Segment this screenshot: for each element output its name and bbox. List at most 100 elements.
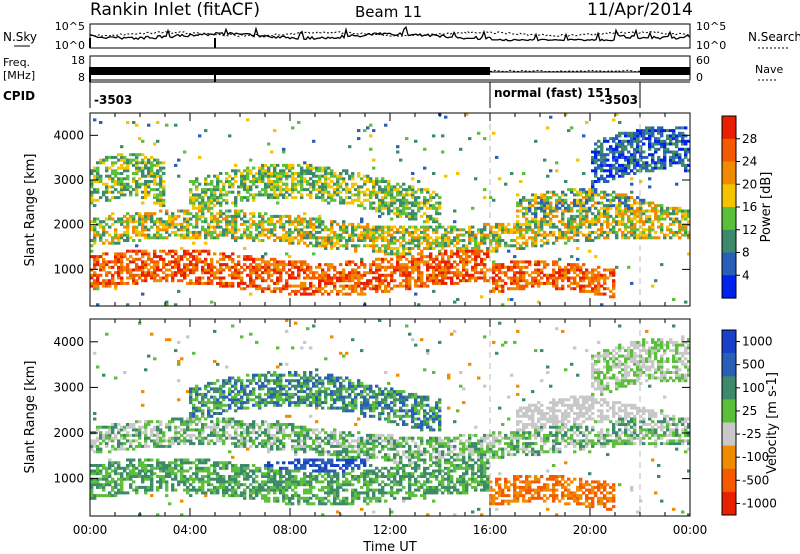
range-gate-cell [681, 212, 685, 216]
range-gate-cell [183, 439, 187, 443]
range-gate-cell [108, 464, 112, 467]
range-gate-cell [687, 169, 691, 173]
range-gate-cell [129, 153, 133, 157]
range-gate-cell [510, 276, 514, 280]
range-gate-cell [105, 483, 109, 487]
range-gate-cell [294, 185, 298, 189]
range-gate-cell [96, 273, 100, 277]
range-gate-cell [216, 271, 220, 275]
range-gate-cell [582, 271, 586, 275]
range-gate-cell [180, 428, 184, 432]
range-gate-cell [534, 233, 538, 237]
range-gate-cell [498, 239, 502, 242]
range-gate-cell [207, 196, 211, 200]
range-gate-cell [186, 236, 190, 240]
range-gate-cell [207, 209, 211, 213]
range-gate-cell [207, 198, 211, 202]
range-gate-cell [180, 439, 184, 443]
range-gate-cell [681, 126, 685, 130]
range-gate-cell [132, 153, 136, 157]
range-gate-cell [639, 169, 643, 173]
range-gate-cell [402, 206, 406, 210]
range-gate-cell [303, 230, 307, 234]
range-gate-cell [552, 206, 556, 210]
range-gate-cell [264, 172, 268, 175]
range-gate-cell [354, 273, 358, 277]
range-gate-cell [345, 239, 349, 242]
range-gate-cell [528, 228, 532, 232]
range-gate-cell [507, 249, 511, 253]
range-gate-cell [369, 268, 373, 272]
freq-label: Freq. [3, 56, 30, 69]
range-gate-cell [318, 225, 322, 229]
range-gate-cell [621, 233, 625, 237]
range-gate-cell [414, 292, 418, 296]
range-gate-cell [672, 217, 676, 221]
range-gate-cell [624, 236, 628, 240]
range-gate-cell [405, 271, 409, 275]
range-gate-cell [267, 174, 271, 178]
range-gate-cell [636, 209, 640, 213]
range-gate-cell [273, 233, 277, 237]
range-gate-cell [300, 169, 304, 173]
range-gate-cell [444, 263, 448, 267]
range-gate-cell [603, 204, 607, 208]
range-gate-cell [534, 236, 538, 240]
range-gate-cell [309, 225, 313, 229]
range-gate-cell [267, 287, 271, 291]
range-gate-cell [132, 464, 136, 467]
range-gate-cell [492, 236, 496, 240]
range-gate-cell [171, 488, 175, 492]
range-gate-cell [141, 273, 145, 277]
range-gate-cell [120, 466, 124, 470]
range-gate-cell [129, 271, 133, 275]
range-gate-cell [96, 257, 100, 261]
range-gate-cell [270, 180, 274, 183]
range-gate-cell [552, 214, 556, 218]
range-gate-cell [585, 236, 589, 240]
range-gate-cell [234, 169, 238, 173]
range-gate-cell [588, 279, 592, 283]
range-gate-cell [345, 185, 349, 189]
range-gate-cell [684, 228, 688, 232]
range-gate-cell [648, 145, 652, 149]
range-gate-cell [360, 239, 364, 242]
range-gate-cell [156, 158, 160, 162]
range-gate-cell [594, 147, 598, 151]
range-gate-cell [234, 276, 238, 280]
range-gate-cell [126, 158, 130, 162]
range-gate-cell [93, 198, 97, 202]
range-gate-cell [183, 477, 187, 481]
range-gate-cell [630, 225, 634, 229]
range-gate-cell [150, 166, 154, 170]
range-gate-cell [195, 193, 199, 197]
range-gate-cell [306, 222, 310, 226]
range-gate-cell [453, 228, 457, 232]
range-gate-cell [453, 244, 457, 248]
range-gate-cell [558, 276, 562, 280]
range-gate-cell [351, 236, 355, 240]
range-gate-cell [417, 204, 421, 208]
range-gate-cell [210, 188, 214, 192]
range-gate-cell [324, 166, 328, 170]
range-gate-cell [387, 233, 391, 237]
range-gate-cell [570, 287, 574, 291]
range-gate-cell [162, 180, 166, 183]
range-gate-cell [297, 214, 301, 218]
range-gate-cell [570, 201, 574, 205]
range-gate-cell [237, 193, 241, 197]
range-gate-cell [180, 268, 184, 272]
range-gate-cell [93, 496, 97, 500]
range-gate-cell [105, 185, 109, 189]
range-gate-cell [348, 276, 352, 280]
range-gate-cell [195, 263, 199, 267]
range-gate-cell [636, 129, 640, 133]
colorbar-swatch [722, 184, 736, 208]
range-gate-cell [408, 185, 412, 189]
range-gate-cell [90, 185, 94, 189]
range-gate-cell [189, 398, 193, 402]
range-gate-cell [408, 252, 412, 256]
range-gate-cell [129, 249, 133, 253]
range-gate-cell [390, 241, 394, 245]
range-gate-cell [258, 233, 262, 237]
